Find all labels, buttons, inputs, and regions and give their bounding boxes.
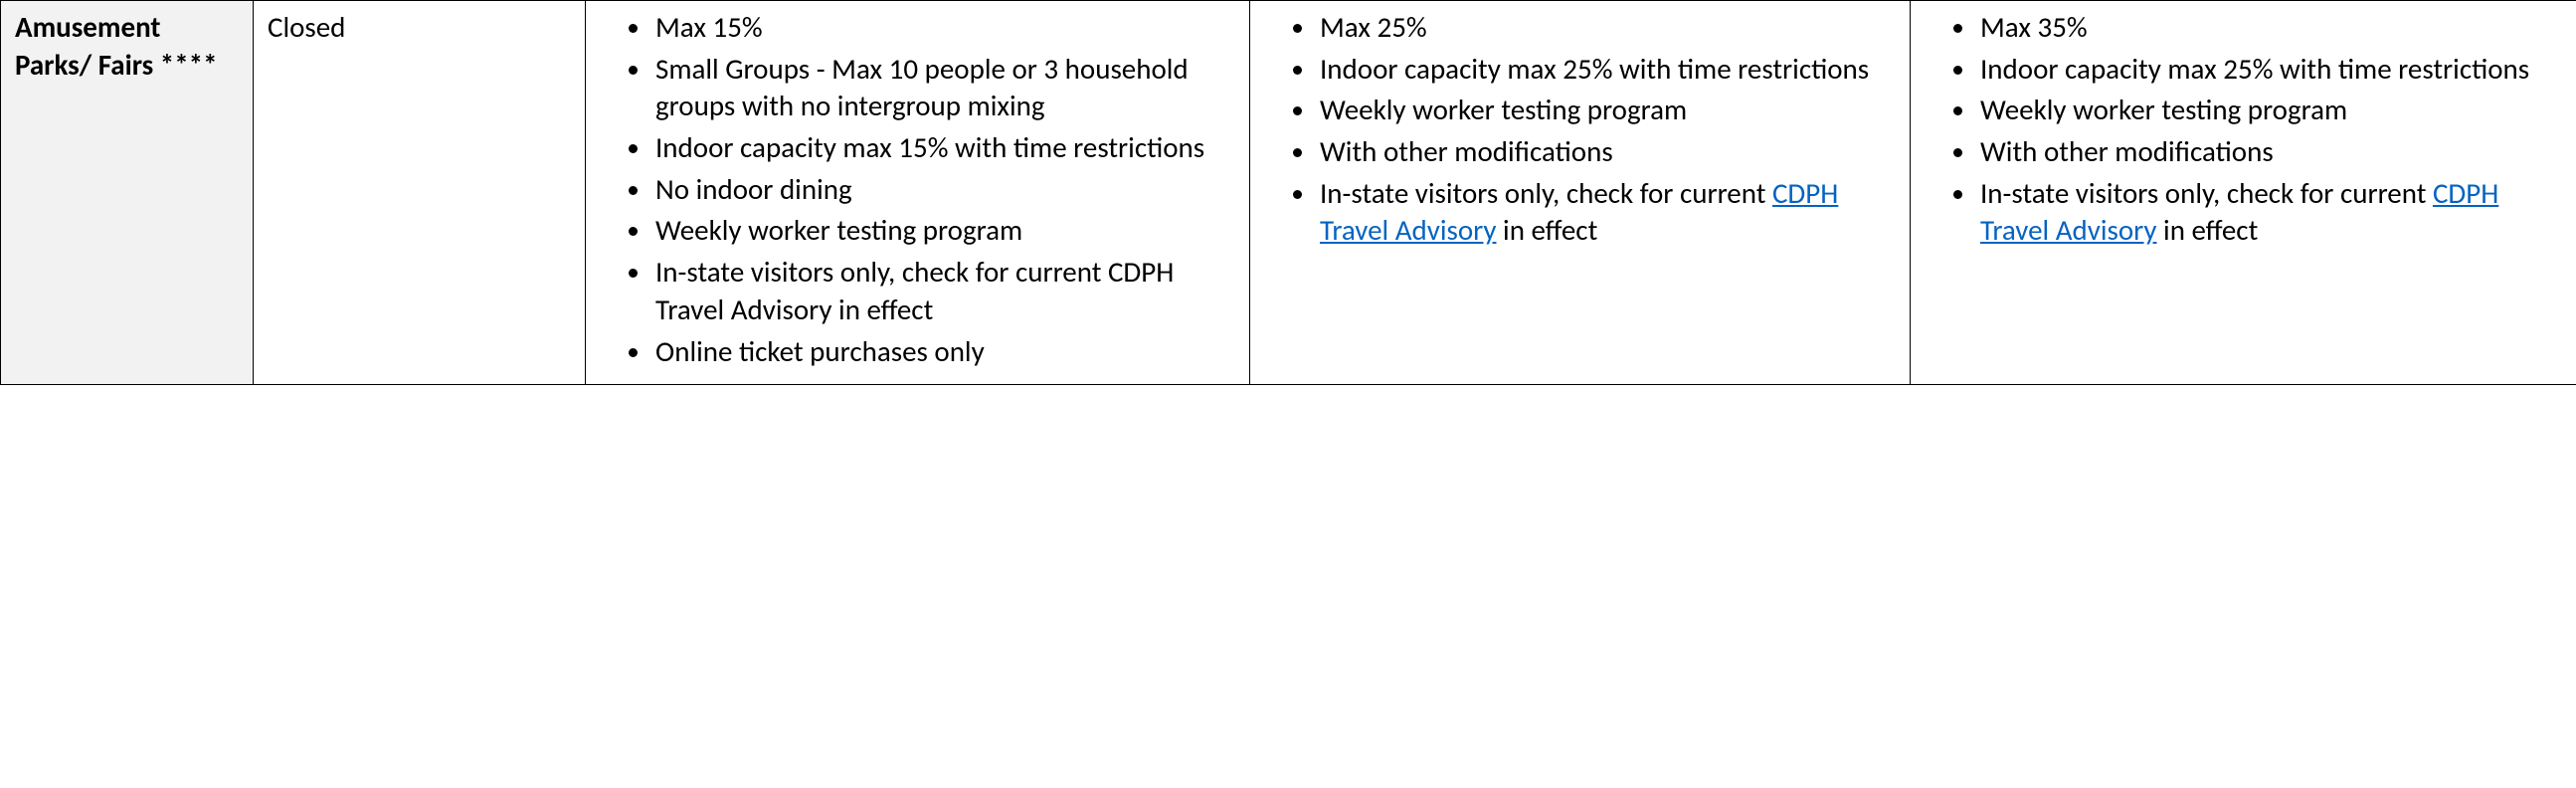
guidance-table: Amusement Parks/ Fairs **** Closed Max 1… [0,0,2576,385]
bullet-list: Max 15%Small Groups - Max 10 people or 3… [600,9,1239,374]
list-item: With other modifications [1978,133,2566,175]
list-item: Weekly worker testing program [653,212,1239,254]
list-item: With other modifications [1318,133,1900,175]
list-item: In-state visitors only, check for curren… [1978,175,2566,254]
cell-tier-a: Max 15%Small Groups - Max 10 people or 3… [586,1,1250,385]
bullet-list: Max 35%Indoor capacity max 25% with time… [1925,9,2566,254]
list-item: Indoor capacity max 15% with time restri… [653,129,1239,171]
bullet-list: Max 25%Indoor capacity max 25% with time… [1264,9,1900,254]
list-item: In-state visitors only, check for curren… [1318,175,1900,254]
list-item: Weekly worker testing program [1978,92,2566,133]
list-item: Max 35% [1978,9,2566,51]
cell-tier-c: Max 35%Indoor capacity max 25% with time… [1911,1,2576,385]
list-item: Online ticket purchases only [653,333,1239,375]
list-item: Max 15% [653,9,1239,51]
cell-closed: Closed [254,1,586,385]
list-item: Max 25% [1318,9,1900,51]
list-item: Indoor capacity max 25% with time restri… [1978,51,2566,93]
list-item: No indoor dining [653,171,1239,213]
list-item: Indoor capacity max 25% with time restri… [1318,51,1900,93]
closed-text: Closed [268,9,345,45]
cell-tier-b: Max 25%Indoor capacity max 25% with time… [1250,1,1911,385]
table-row: Amusement Parks/ Fairs **** Closed Max 1… [1,1,2576,385]
list-item: Small Groups - Max 10 people or 3 househ… [653,51,1239,129]
list-item: In-state visitors only, check for curren… [653,254,1239,332]
list-item: Weekly worker testing program [1318,92,1900,133]
row-header-cell: Amusement Parks/ Fairs **** [1,1,254,385]
cdph-travel-advisory-link[interactable]: CDPH Travel Advisory [1980,175,2498,249]
cdph-travel-advisory-link[interactable]: CDPH Travel Advisory [1320,175,1838,249]
row-header-text: Amusement Parks/ Fairs **** [15,9,218,83]
